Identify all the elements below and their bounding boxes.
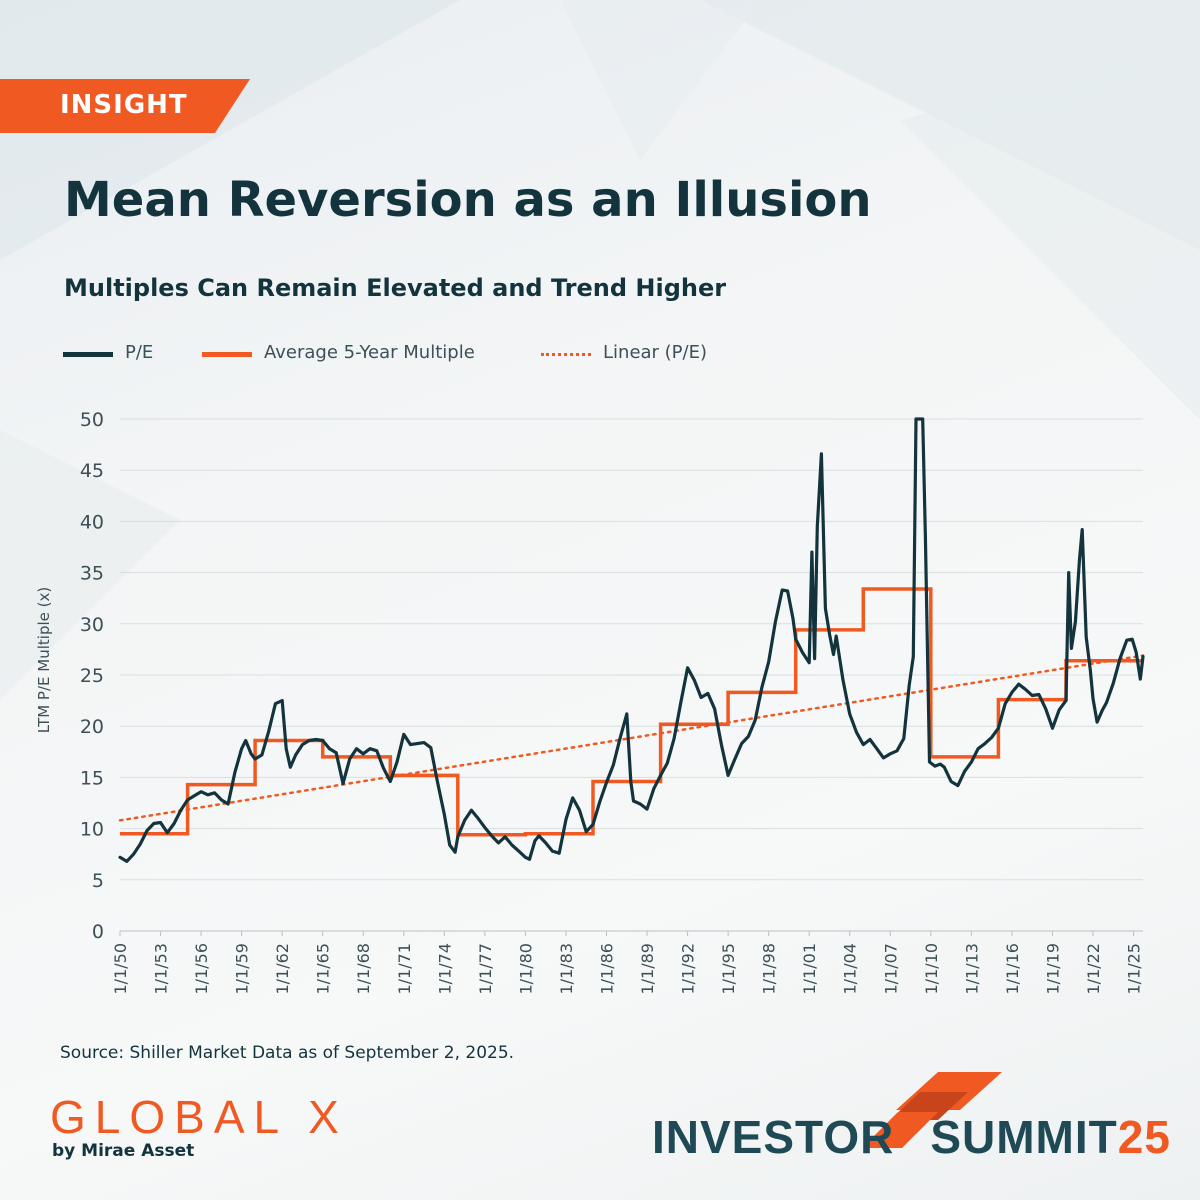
- x-tick-label: 1/1/74: [435, 943, 454, 995]
- legend-label-pe: P/E: [125, 342, 154, 363]
- page-title: Mean Reversion as an Illusion: [64, 172, 872, 228]
- x-tick-label: 1/1/89: [638, 943, 657, 995]
- global-x-logo-subtitle: by Mirae Asset: [52, 1141, 195, 1161]
- insight-tag: INSIGHT: [0, 79, 250, 133]
- legend-swatch-avg: [202, 352, 252, 357]
- x-tick-label: 1/1/56: [192, 943, 211, 995]
- y-tick-label: 25: [80, 665, 104, 687]
- x-tick-label: 1/1/01: [800, 943, 819, 995]
- y-tick-label: 45: [80, 460, 104, 482]
- x-tick-label: 1/1/68: [354, 943, 373, 995]
- x-tick-label: 1/1/83: [557, 943, 576, 995]
- series-linear-pe-trend: [118, 654, 1145, 822]
- y-tick-label: 20: [80, 716, 104, 738]
- x-tick-label: 1/1/53: [152, 943, 171, 995]
- insight-tag-label: INSIGHT: [60, 90, 188, 120]
- x-tick-label: 1/1/65: [314, 943, 333, 995]
- x-tick-label: 1/1/98: [760, 943, 779, 995]
- chart-subtitle: Multiples Can Remain Elevated and Trend …: [64, 274, 727, 302]
- series-pe-line: [118, 417, 1145, 863]
- x-tick-label: 1/1/77: [476, 943, 495, 995]
- y-tick-label: 10: [80, 819, 104, 841]
- x-tick-label: 1/1/86: [597, 943, 616, 995]
- x-tick-label: 1/1/50: [111, 943, 130, 995]
- investor-summit-year: 25: [1117, 1111, 1171, 1163]
- x-tick-label: 1/1/59: [233, 943, 252, 995]
- x-tick-label: 1/1/19: [1043, 943, 1062, 995]
- y-tick-label: 30: [80, 614, 104, 636]
- x-tick-label: 1/1/07: [881, 943, 900, 995]
- y-tick-label: 50: [80, 409, 104, 431]
- source-note: Source: Shiller Market Data as of Septem…: [60, 1043, 515, 1063]
- legend-label-linear: Linear (P/E): [603, 342, 708, 363]
- summit-slash-icon: [868, 1072, 1002, 1148]
- y-tick-label: 5: [92, 870, 104, 892]
- x-tick-label: 1/1/04: [841, 943, 860, 995]
- pe-chart: 0 5 10 15 20 25 30 35 40 45 50 1/1/50 1/1/53 1/1/56 1/…: [80, 409, 1145, 995]
- y-tick-label: 15: [80, 767, 104, 789]
- x-tick-label: 1/1/95: [719, 943, 738, 995]
- legend-swatch-pe: [63, 352, 113, 357]
- investor-summit-left: INVESTOR: [652, 1111, 895, 1163]
- x-tick-label: 1/1/71: [395, 943, 414, 995]
- y-tick-label: 40: [80, 511, 104, 533]
- legend-label-avg: Average 5-Year Multiple: [264, 342, 475, 363]
- y-tick-label: 0: [92, 921, 104, 943]
- x-tick-label: 1/1/10: [922, 943, 941, 995]
- x-tick-label: 1/1/22: [1084, 943, 1103, 995]
- x-tick-label: 1/1/92: [679, 943, 698, 995]
- x-tick-label: 1/1/25: [1125, 943, 1144, 995]
- x-tick-label: 1/1/16: [1003, 943, 1022, 995]
- global-x-logo: GLOBAL X: [50, 1091, 348, 1143]
- investor-summit-logo: INVESTOR SUMMIT25: [652, 1110, 1171, 1164]
- y-tick-label: 35: [80, 563, 104, 585]
- x-tick-label: 1/1/13: [962, 943, 981, 995]
- x-tick-label: 1/1/80: [516, 943, 535, 995]
- x-tick-label: 1/1/62: [273, 943, 292, 995]
- investor-summit-right: SUMMIT: [930, 1111, 1118, 1163]
- legend-swatch-linear: [541, 353, 591, 356]
